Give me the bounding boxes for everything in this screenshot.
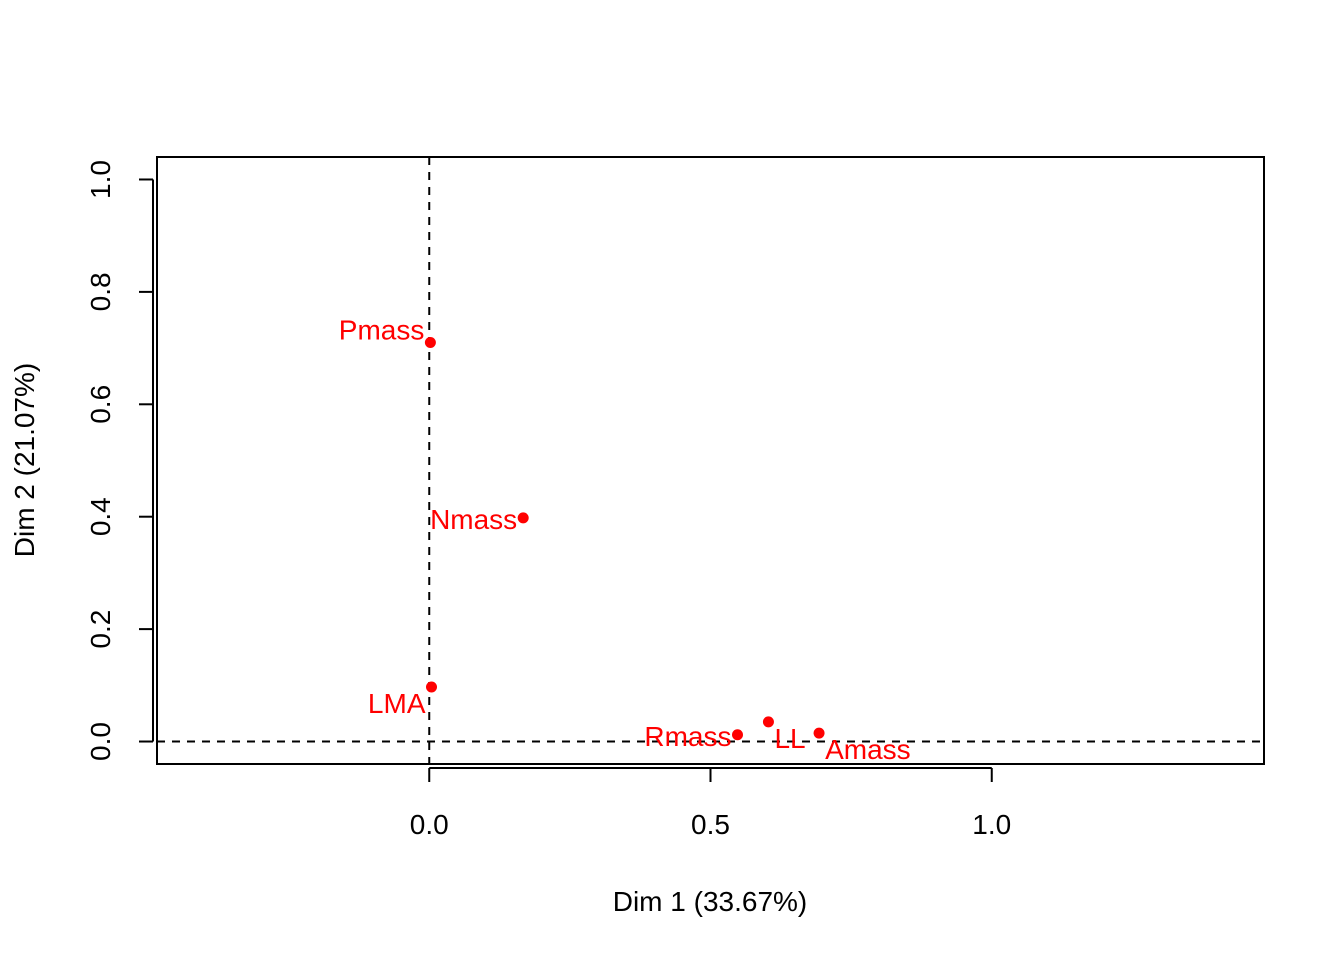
- point-label-rmass: Rmass: [644, 721, 731, 752]
- point-label-amass: Amass: [825, 734, 911, 765]
- y-tick-label: 1.0: [85, 160, 116, 199]
- point-nmass: [517, 512, 529, 524]
- y-tick-label: 0.8: [85, 272, 116, 311]
- point-label-ll: LL: [774, 723, 805, 754]
- x-axis-label: Dim 1 (33.67%): [613, 886, 808, 917]
- y-tick-label: 0.2: [85, 610, 116, 649]
- y-axis-label: Dim 2 (21.07%): [9, 363, 40, 558]
- x-tick-label: 0.5: [691, 809, 730, 840]
- point-pmass: [424, 336, 436, 348]
- plot-frame: [156, 156, 1265, 765]
- point-label-pmass: Pmass: [339, 314, 425, 345]
- reference-lines: [157, 157, 1264, 764]
- point-amass: [813, 727, 825, 739]
- point-label-lma: LMA: [368, 688, 426, 719]
- x-tick-label: 0.0: [410, 809, 449, 840]
- x-tick-label: 1.0: [972, 809, 1011, 840]
- point-label-nmass: Nmass: [430, 504, 517, 535]
- data-points: Pmass Nmass LMA Rmass LL Amass: [339, 314, 911, 765]
- x-axis: 0.0 0.5 1.0: [410, 767, 1011, 840]
- y-tick-label: 0.0: [85, 722, 116, 761]
- y-tick-label: 0.6: [85, 385, 116, 424]
- y-axis: 0.0 0.2 0.4 0.6 0.8 1.0: [85, 160, 154, 761]
- y-tick-label: 0.4: [85, 497, 116, 536]
- point-rmass: [732, 729, 743, 741]
- point-lma: [426, 681, 437, 693]
- point-ll: [762, 716, 774, 728]
